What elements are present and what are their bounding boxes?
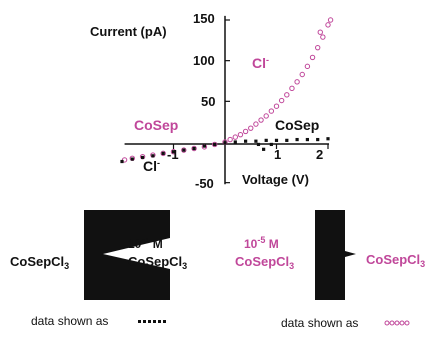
data-point	[182, 148, 186, 152]
left-caption: data shown as	[31, 314, 109, 328]
data-point	[242, 128, 249, 135]
right-concentration-label: 10-5 M	[244, 235, 279, 252]
data-point	[304, 63, 311, 70]
data-point	[327, 17, 334, 23]
cl-black-label: Cl-	[143, 158, 160, 174]
data-point	[316, 137, 320, 142]
y-tick-label: 50	[201, 94, 216, 109]
data-point	[248, 125, 254, 131]
left-nanopore-body	[84, 210, 170, 300]
left-species-label: CoSepCl3	[128, 254, 188, 271]
data-point	[315, 44, 321, 51]
data-point	[141, 155, 145, 160]
black-squares-marker	[138, 320, 166, 323]
data-point	[264, 138, 268, 142]
data-point	[130, 157, 134, 161]
data-point	[299, 71, 305, 78]
data-point	[213, 142, 217, 147]
cosep-black-label: CoSep	[275, 117, 320, 133]
data-point	[268, 108, 275, 114]
x-tick-label: 2	[316, 147, 324, 162]
data-point	[151, 154, 155, 158]
right-nanopore-body	[315, 210, 356, 300]
data-point	[295, 137, 299, 142]
x-tick-label: -1	[167, 147, 179, 162]
data-point	[305, 137, 309, 142]
data-point	[256, 142, 261, 147]
series-cosep-black	[120, 137, 330, 164]
x-tick-label: 1	[274, 147, 282, 162]
data-point	[326, 137, 330, 141]
data-point	[263, 113, 269, 119]
data-point	[191, 145, 197, 152]
data-point	[258, 117, 264, 123]
data-point	[170, 149, 177, 155]
data-point	[317, 29, 323, 35]
data-point	[274, 138, 279, 142]
data-point	[289, 85, 295, 92]
magenta-circles-marker	[384, 320, 410, 326]
data-point	[294, 79, 300, 85]
data-point	[120, 159, 124, 164]
data-point	[253, 121, 259, 127]
series-cosep-magenta	[121, 17, 334, 163]
data-point	[254, 139, 258, 143]
data-point	[262, 147, 266, 151]
data-point	[202, 144, 206, 148]
data-point	[284, 92, 290, 98]
data-point	[192, 146, 196, 151]
left-concentration-label: 10-5 M	[128, 235, 163, 252]
cosep-magenta-label: CoSep	[134, 117, 179, 133]
data-point	[121, 157, 128, 163]
y-tick-label: 100	[193, 53, 215, 68]
data-point	[232, 134, 239, 140]
right-outer-label: CoSepCl3	[366, 252, 426, 269]
data-point	[212, 141, 218, 148]
data-point	[160, 150, 166, 157]
y-axis-label: Current (pA)	[90, 24, 167, 39]
data-point	[325, 22, 331, 28]
data-point	[278, 97, 285, 104]
x-axis-label: Voltage (V)	[242, 172, 309, 187]
data-point	[244, 139, 248, 143]
data-point	[285, 138, 289, 142]
y-tick-label: -50	[195, 176, 214, 191]
left-outer-label: CoSepCl3	[10, 254, 70, 271]
data-point	[237, 131, 244, 138]
data-point	[309, 54, 316, 61]
data-point	[161, 151, 165, 155]
data-point	[269, 142, 273, 147]
data-point	[171, 150, 176, 154]
data-point	[273, 103, 280, 109]
y-tick-label: 150	[193, 11, 215, 26]
cl-magenta-label: Cl-	[252, 55, 269, 71]
data-point	[181, 147, 187, 153]
data-point	[233, 140, 237, 144]
data-point	[227, 136, 233, 143]
right-species-label: CoSepCl3	[235, 254, 295, 271]
data-point	[320, 34, 326, 40]
data-point	[223, 141, 227, 145]
right-caption: data shown as	[281, 316, 359, 330]
